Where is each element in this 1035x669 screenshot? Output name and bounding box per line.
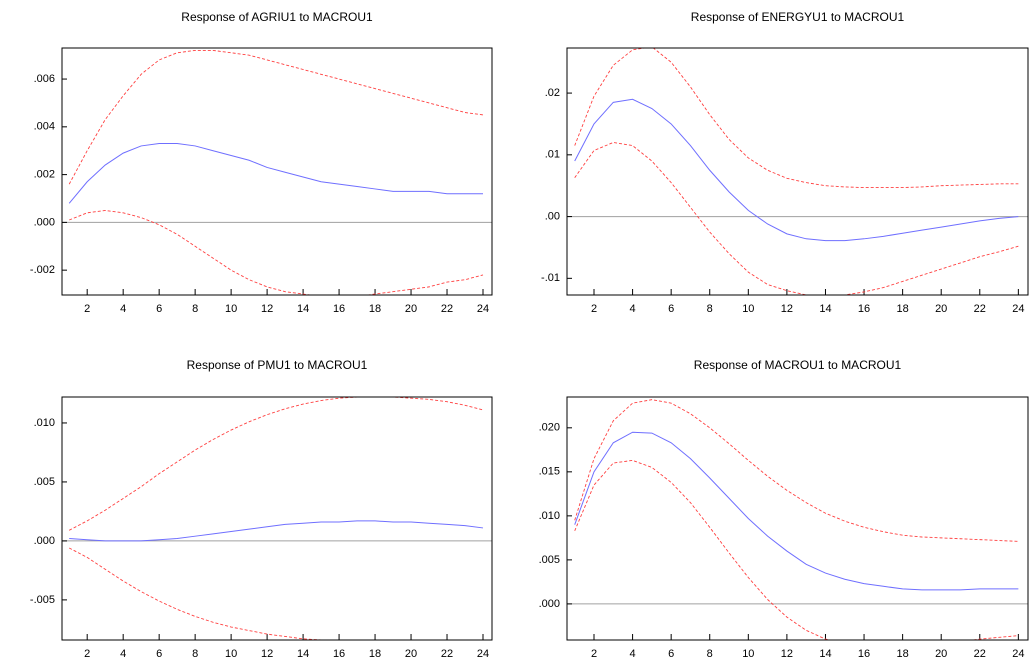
x-tick-label: 24 [477,648,489,660]
x-tick-label: 20 [405,303,417,315]
chart-title: Response of PMU1 to MACROU1 [187,358,368,372]
x-tick-label: 10 [225,303,237,315]
x-tick-label: 14 [819,303,831,315]
y-tick-label: .010 [34,417,55,429]
response-line [574,399,1019,542]
response-line [574,431,1019,591]
x-tick-label: 10 [742,648,754,660]
y-tick-label: .01 [545,149,560,161]
x-tick-label: 20 [935,303,947,315]
x-tick-label: 4 [120,303,126,315]
x-tick-label: 20 [935,648,947,660]
x-tick-label: 12 [261,648,273,660]
response-line [574,142,1019,295]
x-tick-label: 4 [630,648,636,660]
x-tick-label: 22 [974,303,986,315]
x-tick-label: 10 [742,303,754,315]
y-tick-label: -.01 [541,272,560,284]
response-line [68,49,484,185]
x-tick-label: 10 [225,648,237,660]
x-tick-label: 8 [192,303,198,315]
panel: Response of AGRIU1 to MACROU1 -.002 .000 .0… [30,10,493,315]
response-line [574,459,1019,640]
panel: Response of MACROU1 to MACROU1 .000 .005 .0… [539,358,1029,660]
y-tick-label: .02 [545,87,560,99]
plot-frame [566,396,1029,641]
y-tick-label: .002 [34,169,55,181]
chart-title: Response of ENERGYU1 to MACROU1 [691,10,905,24]
plot-frame [566,47,1029,296]
x-tick-label: 24 [1012,648,1024,660]
plot-frame [61,396,493,641]
x-tick-label: 24 [1012,303,1024,315]
panel: Response of PMU1 to MACROU1 -.005 .000 .005… [30,358,493,660]
chart-title: Response of AGRIU1 to MACROU1 [181,10,373,24]
response-line [69,520,484,542]
x-tick-label: 14 [297,648,309,660]
y-tick-label: -.002 [30,264,55,276]
panel: Response of ENERGYU1 to MACROU1 -.01 .00 .0… [541,10,1029,315]
plot-area [68,49,484,295]
x-tick-label: 22 [441,303,453,315]
x-tick-label: 6 [156,648,162,660]
x-tick-label: 2 [591,303,597,315]
y-tick-label: .004 [34,121,55,133]
x-tick-label: 24 [477,303,489,315]
x-tick-label: 22 [441,648,453,660]
plot-area [574,399,1019,640]
plot-frame [61,47,493,296]
x-tick-label: 4 [120,648,126,660]
x-tick-label: 8 [192,648,198,660]
plot-area [574,48,1019,295]
y-tick-label: .000 [34,535,55,547]
y-tick-label: .005 [539,554,560,566]
x-tick-label: 12 [781,648,793,660]
x-tick-label: 16 [858,303,870,315]
x-tick-label: 12 [781,303,793,315]
x-tick-label: 20 [405,648,417,660]
x-tick-label: 8 [707,648,713,660]
x-tick-label: 18 [896,648,908,660]
x-tick-label: 16 [333,303,345,315]
x-tick-label: 22 [974,648,986,660]
chart-title: Response of MACROU1 to MACROU1 [694,358,902,372]
x-tick-label: 8 [707,303,713,315]
response-line [574,48,1019,189]
y-tick-label: .000 [34,216,55,228]
response-line [68,547,328,640]
plot-area [68,397,484,640]
x-tick-label: 6 [668,648,674,660]
x-tick-label: 14 [297,303,309,315]
x-tick-label: 14 [819,648,831,660]
x-tick-label: 12 [261,303,273,315]
x-tick-label: 2 [84,303,90,315]
response-line [68,397,484,531]
y-tick-label: .005 [34,476,55,488]
x-tick-label: 4 [630,303,636,315]
x-tick-label: 2 [84,648,90,660]
x-tick-label: 16 [858,648,870,660]
y-tick-label: .000 [539,598,560,610]
y-tick-label: .020 [539,422,560,434]
x-tick-label: 18 [369,648,381,660]
y-tick-label: .006 [34,73,55,85]
response-line [574,98,1019,242]
x-tick-label: 18 [369,303,381,315]
x-tick-label: 18 [896,303,908,315]
response-line [68,143,483,204]
y-tick-label: .015 [539,466,560,478]
y-tick-label: .010 [539,510,560,522]
response-line [69,209,484,295]
x-tick-label: 2 [591,648,597,660]
y-tick-label: -.005 [30,594,55,606]
x-tick-label: 6 [668,303,674,315]
x-tick-label: 16 [333,648,345,660]
x-tick-label: 6 [156,303,162,315]
y-tick-label: .00 [545,210,560,222]
